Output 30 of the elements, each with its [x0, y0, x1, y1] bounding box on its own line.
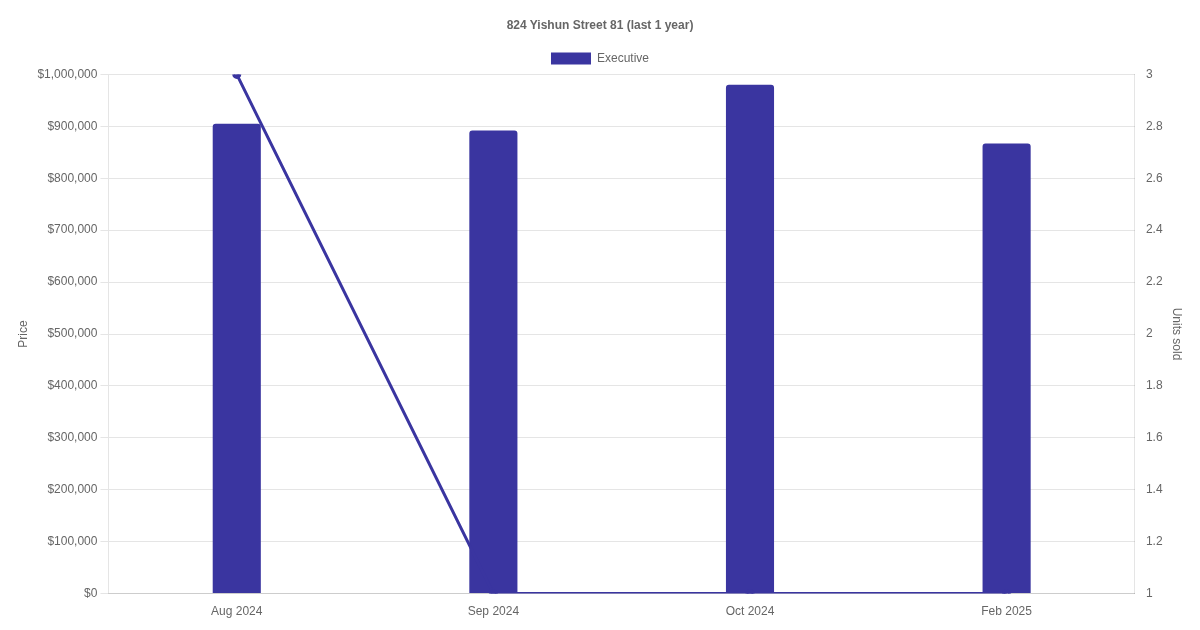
y-tick-label: $1,000,000 — [37, 66, 98, 81]
x-tick-label: Oct 2024 — [725, 604, 775, 619]
legend-label: Executive — [596, 50, 650, 65]
y-tick-label: $500,000 — [47, 326, 98, 341]
y2-tick-label: 3 — [1145, 66, 1153, 81]
y-tick-label: $800,000 — [47, 170, 98, 185]
y2-tick-label: 2.2 — [1145, 274, 1163, 289]
x-tick-label: Feb 2025 — [981, 604, 1033, 619]
y-tick-label: $700,000 — [47, 222, 98, 237]
y-tick-label: $400,000 — [47, 378, 98, 393]
chart-title: 824 Yishun Street 81 (last 1 year) — [506, 17, 694, 32]
y2-tick-label: 1.4 — [1145, 482, 1163, 497]
y2-tick-label: 1.8 — [1145, 378, 1163, 393]
y-tick-label: $0 — [84, 585, 98, 600]
y2-tick-label: 2.4 — [1145, 222, 1163, 237]
y2-tick-label: 1 — [1145, 585, 1153, 600]
y2-tick-label: 2 — [1145, 326, 1153, 341]
x-tick-label: Sep 2024 — [467, 604, 520, 619]
y-tick-label: $600,000 — [47, 274, 98, 289]
y2-axis-title: Units sold — [1170, 307, 1185, 361]
y2-tick-label: 1.2 — [1145, 533, 1163, 548]
y2-tick-label: 2.6 — [1145, 170, 1163, 185]
y2-tick-label: 1.6 — [1145, 430, 1163, 445]
x-tick-label: Aug 2024 — [211, 604, 263, 619]
y-tick-label: $900,000 — [47, 118, 98, 133]
y2-tick-label: 2.8 — [1145, 118, 1163, 133]
y-tick-label: $200,000 — [47, 482, 98, 497]
y-tick-label: $300,000 — [47, 430, 98, 445]
y-axis-title: Price — [15, 320, 30, 348]
y-tick-label: $100,000 — [47, 533, 98, 548]
